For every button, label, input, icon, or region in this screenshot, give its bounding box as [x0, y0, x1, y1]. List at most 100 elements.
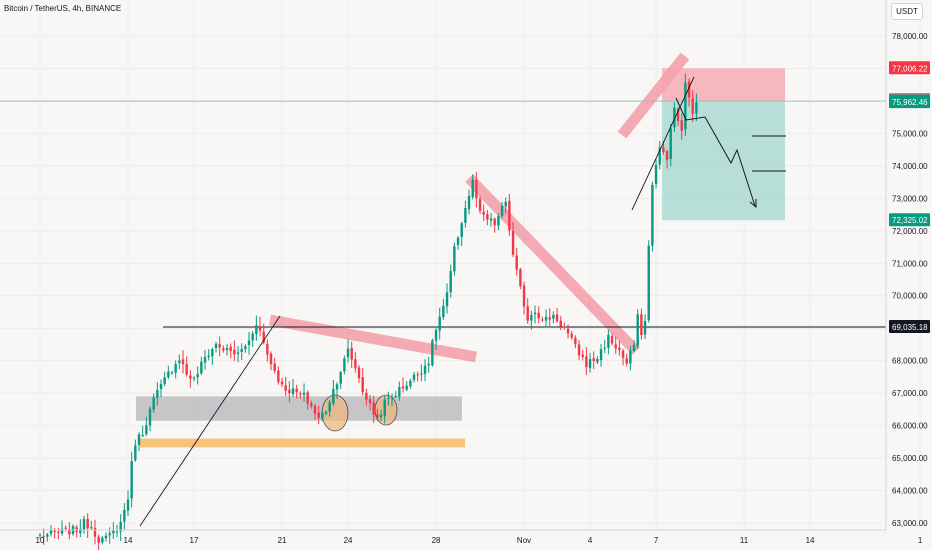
- candle-body: [544, 316, 548, 321]
- highlight-circle-2[interactable]: [374, 394, 398, 426]
- price-label-box[interactable]: [889, 213, 930, 227]
- price-label-box[interactable]: [889, 61, 930, 75]
- candle-body: [625, 358, 628, 364]
- candle-body: [482, 211, 485, 215]
- candle-body: [438, 316, 441, 331]
- candle-body: [38, 535, 42, 537]
- candle-body: [269, 353, 273, 365]
- support-zone[interactable]: [136, 396, 462, 421]
- annotations: [136, 52, 785, 448]
- candle-body: [676, 108, 680, 121]
- candle-body: [200, 361, 203, 374]
- candle-body: [321, 412, 324, 419]
- candle-body: [302, 392, 306, 395]
- candle-body: [442, 305, 445, 318]
- candle-body: [530, 314, 533, 321]
- candle-body: [295, 388, 298, 393]
- candle-body: [346, 348, 350, 358]
- candle-body: [629, 350, 632, 364]
- candle-body: [60, 528, 64, 534]
- candle-body: [229, 346, 232, 352]
- candle-body: [552, 314, 555, 319]
- trendline-2[interactable]: [631, 76, 695, 211]
- candle-body: [258, 325, 262, 331]
- candle-body: [207, 355, 210, 358]
- candle-body: [93, 527, 97, 537]
- price-label[interactable]: 77,006.22: [892, 64, 928, 73]
- candle-body: [691, 98, 694, 114]
- candle-body: [405, 385, 408, 390]
- candle-body: [607, 335, 610, 348]
- candle-body: [115, 531, 119, 533]
- candle-body: [145, 425, 148, 435]
- y-tick-label: 68,000.00: [892, 357, 928, 366]
- demand-zone[interactable]: [140, 438, 465, 448]
- candle-body: [445, 292, 449, 307]
- candle-body: [361, 377, 364, 392]
- stop-loss-zone[interactable]: [662, 68, 785, 103]
- candle-body: [456, 237, 460, 245]
- candle-body: [460, 223, 463, 238]
- candle-body: [112, 530, 115, 534]
- candle-body: [431, 340, 434, 366]
- candle-body: [603, 347, 606, 349]
- candle-body: [522, 285, 526, 307]
- candle-body: [273, 363, 276, 371]
- candle-body: [244, 346, 247, 350]
- candle-body: [339, 372, 342, 384]
- candle-body: [134, 445, 137, 461]
- candle-body: [262, 331, 265, 343]
- price-label[interactable]: 72,325.02: [892, 216, 928, 225]
- candle-body: [596, 359, 599, 363]
- candle-body: [130, 461, 133, 499]
- candle-body: [86, 518, 89, 529]
- candle-body: [211, 349, 214, 357]
- candle-body: [101, 537, 104, 543]
- projected-path[interactable]: [675, 97, 756, 207]
- candle-body: [247, 340, 251, 346]
- candle-body: [471, 179, 474, 197]
- candle-body: [222, 348, 225, 351]
- take-profit-zone[interactable]: [662, 102, 785, 221]
- price-label-box[interactable]: [889, 95, 930, 109]
- candle-body: [97, 536, 100, 543]
- candle-body: [533, 312, 537, 315]
- x-tick-label: 1: [918, 536, 923, 545]
- candle-body: [49, 529, 53, 534]
- candle-body: [541, 319, 544, 321]
- candle-body: [504, 201, 507, 207]
- y-tick-label: 75,000.00: [892, 129, 928, 138]
- trendline-1[interactable]: [139, 315, 281, 527]
- candle-body: [119, 522, 122, 532]
- candle-body: [559, 320, 562, 327]
- x-tick-label: 4: [588, 536, 593, 545]
- candle-body: [225, 348, 229, 351]
- symbol-title[interactable]: Bitcoin / TetherUS, 4h, BINANCE: [4, 4, 122, 13]
- candles: [38, 73, 698, 550]
- arrow-head: [749, 199, 757, 209]
- candle-body: [299, 393, 302, 395]
- candle-body: [577, 344, 581, 356]
- candle-body: [192, 377, 196, 379]
- candle-body: [42, 536, 45, 538]
- candle-body: [214, 343, 218, 348]
- price-label-box[interactable]: [889, 320, 930, 334]
- candle-body: [420, 373, 423, 375]
- y-tick-label: 72,000.00: [892, 227, 928, 236]
- trend-band-1[interactable]: [269, 314, 477, 363]
- y-tick-label: 63,000.00: [892, 519, 928, 528]
- price-label[interactable]: 75,962.46: [892, 98, 928, 107]
- candle-body: [357, 367, 361, 379]
- x-tick-label: 28: [432, 536, 441, 545]
- y-tick-label: 74,000.00: [892, 162, 928, 171]
- price-label[interactable]: 69,035.18: [892, 323, 928, 332]
- candle-body: [592, 358, 595, 361]
- candle-body: [449, 271, 452, 293]
- currency-button[interactable]: USDT: [891, 3, 923, 20]
- candle-body: [581, 354, 584, 357]
- trend-band-2[interactable]: [465, 174, 640, 355]
- candle-body: [621, 350, 625, 358]
